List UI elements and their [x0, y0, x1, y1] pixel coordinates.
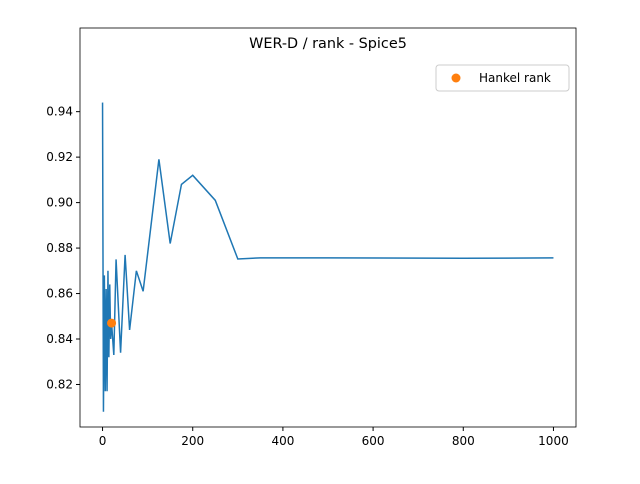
axes-frame — [79, 27, 577, 428]
x-tick-label: 1000 — [538, 434, 569, 448]
legend-label: Hankel rank — [479, 71, 551, 85]
y-tick-label: 0.90 — [46, 196, 73, 210]
y-tick-label: 0.82 — [46, 377, 73, 391]
y-tick-label: 0.88 — [46, 241, 73, 255]
point — [107, 318, 117, 328]
legend-marker — [451, 73, 461, 83]
x-tick-label: 200 — [181, 434, 204, 448]
y-tick-label: 0.92 — [46, 150, 73, 164]
legend-box — [435, 64, 570, 92]
x-tick-label: 400 — [271, 434, 294, 448]
x-tick-label: 800 — [452, 434, 475, 448]
line — [101, 102, 554, 412]
y-tick-label: 0.86 — [46, 287, 73, 301]
chart-title: WER-D / rank - Spice5 — [249, 36, 407, 52]
x-tick-label: 600 — [362, 434, 385, 448]
x-tick-label: 0 — [99, 434, 107, 448]
y-tick-label: 0.84 — [46, 332, 73, 346]
y-tick-label: 0.94 — [46, 105, 73, 119]
